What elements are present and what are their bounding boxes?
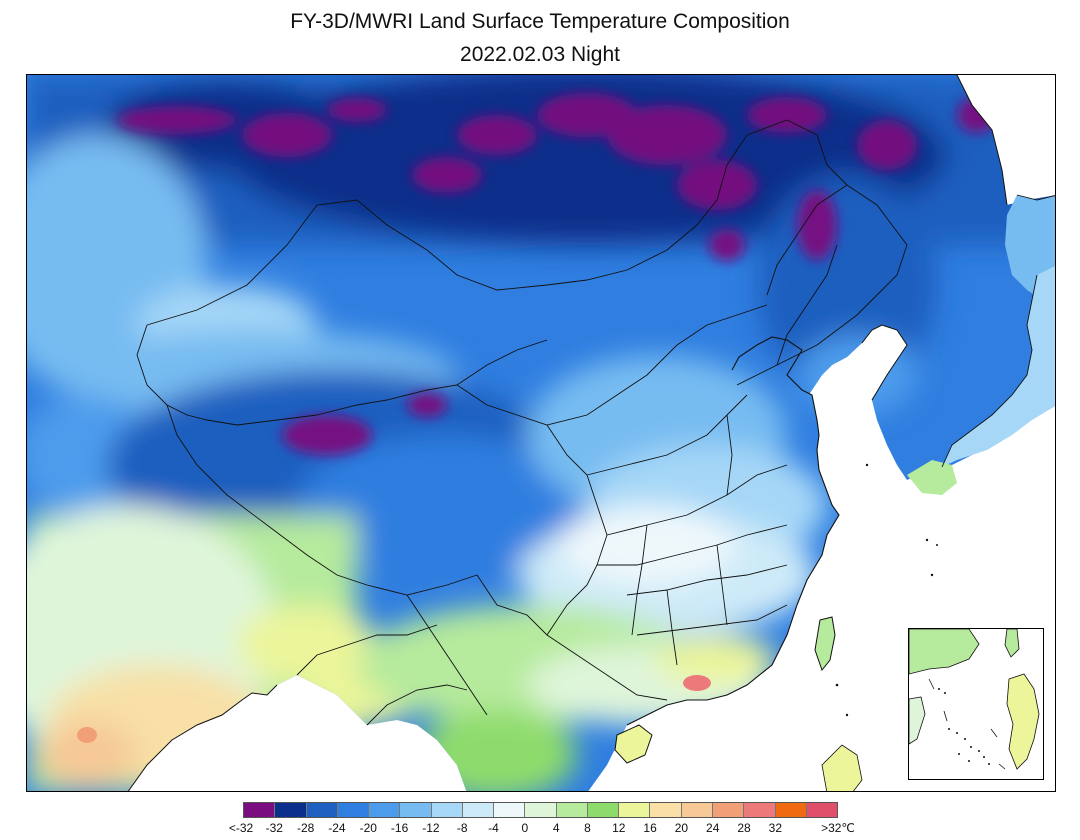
colorbar-swatch [306, 803, 338, 817]
colorbar-label: 28 [737, 821, 751, 835]
colorbar-label: 16 [643, 821, 657, 835]
colorbar-swatch [244, 803, 276, 817]
colorbar-label: -8 [456, 821, 468, 835]
map-subtitle: 2022.02.03 Night [460, 43, 620, 66]
colorbar-swatch [556, 803, 588, 817]
colorbar-swatch [587, 803, 620, 817]
colorbar-label: 24 [706, 821, 720, 835]
colorbar-label: 12 [612, 821, 626, 835]
colorbar-swatch [275, 803, 307, 817]
colorbar-swatch [681, 803, 713, 817]
colorbar-swatch [775, 803, 807, 817]
colorbar-swatch [494, 803, 526, 817]
colorbar-swatch [744, 803, 776, 817]
south-china-sea-inset [908, 628, 1044, 780]
coastline [626, 336, 840, 726]
colorbar-label: -24 [328, 821, 346, 835]
colorbar-swatch [337, 803, 370, 817]
japan-land [907, 195, 1055, 495]
map-canvas [27, 75, 1055, 791]
temperature-colorbar [243, 802, 838, 818]
province-borders [136, 119, 908, 726]
colorbar-label: <-32 [228, 821, 254, 835]
temperature-map [26, 74, 1056, 792]
colorbar-labels: <-32 -32 -28 -24 -20 -16 -12 -8 -4 0 4 8 12 16 20 24 28 3… [0, 821, 1080, 837]
colorbar-swatch [525, 803, 557, 817]
colorbar-label: -20 [359, 821, 377, 835]
colorbar-label: 0 [521, 821, 529, 835]
colorbar-label: -28 [296, 821, 315, 835]
colorbar-swatch [369, 803, 401, 817]
colorbar-label: -32 [265, 821, 283, 835]
colorbar-swatch [462, 803, 495, 817]
colorbar-swatch [806, 803, 838, 817]
temperature-field [27, 75, 1055, 791]
colorbar-label: -12 [422, 821, 440, 835]
warm-hotspot [683, 675, 711, 691]
colorbar-label: -16 [390, 821, 409, 835]
taiwan-island [814, 616, 836, 672]
colorbar-label: 4 [552, 821, 560, 835]
colorbar-label: 20 [674, 821, 689, 835]
colorbar-swatch [400, 803, 432, 817]
colorbar-swatch [431, 803, 463, 817]
colorbar-label: >32℃ [821, 821, 855, 835]
colorbar-label: -4 [488, 821, 499, 835]
colorbar-label: 8 [584, 821, 591, 835]
map-title: FY-3D/MWRI Land Surface Temperature Comp… [290, 10, 790, 33]
colorbar-swatch [650, 803, 682, 817]
colorbar-swatch [712, 803, 745, 817]
colorbar-swatch [619, 803, 651, 817]
hainan-island [614, 724, 653, 764]
colorbar-label: 32 [768, 821, 783, 835]
